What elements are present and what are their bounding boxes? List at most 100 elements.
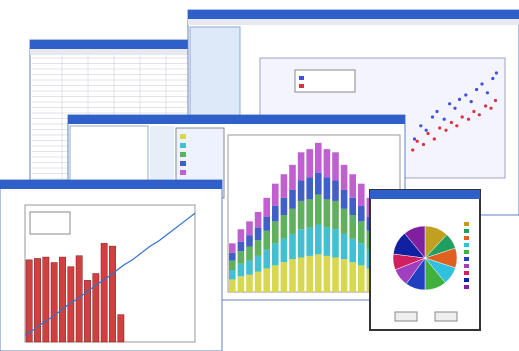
bar-segment [349,215,356,239]
bar-segment [332,229,339,258]
bar-segment [289,189,296,209]
scatter-point [484,104,488,108]
legend-swatch [464,264,469,268]
bar-segment [323,199,331,228]
bar [100,243,108,343]
bar [109,245,116,343]
bar-segment [297,229,305,258]
bar-segment [280,174,288,198]
legend-swatch [464,257,469,261]
scatter-point [457,97,462,101]
bar-segment [332,152,339,181]
legend-swatch [464,285,469,289]
legend-swatch [464,229,469,233]
bar-segment [229,260,236,271]
bar-segment [237,229,245,242]
bar-segment [237,263,245,277]
scatter-point [475,87,479,92]
button[interactable] [394,311,418,322]
bar-segment [246,235,253,247]
scatter-point [466,117,471,121]
bar-segment [280,262,288,292]
bar-segment [280,215,288,239]
bar-segment [332,180,339,201]
scatter-point [415,139,419,143]
bar-segment [349,197,356,216]
bar-segment [297,200,305,230]
bar-segment [349,174,356,198]
scatter-point [411,148,415,152]
bar-segment [229,243,236,253]
legend-swatch [464,236,469,240]
bar-segment [340,208,348,234]
bar [67,266,75,343]
scatter-point [489,106,493,110]
legend-swatch [180,170,186,175]
scatter-point [448,102,452,106]
scatter-point [419,124,423,128]
scatter-point [460,115,464,119]
bar [42,256,50,343]
legend-swatch [180,152,186,157]
bar-segment [263,249,270,269]
bar-segment [332,257,339,292]
bar-segment [263,268,270,292]
button[interactable] [434,311,458,322]
scatter-point [412,137,417,141]
legend-swatch [464,278,469,282]
bar-segment [349,262,356,292]
bar [117,314,125,343]
scatter-point [491,76,495,81]
legend-swatch [464,250,469,254]
bar-segment [254,211,262,228]
scatter-point [455,124,459,128]
scatter-point [453,106,457,110]
bar-segment [297,180,305,201]
bar-segment [272,183,279,206]
bar-segment [229,252,236,261]
bar [50,262,58,343]
scatter-point [493,98,498,103]
scatter-point [464,93,468,97]
bar-segment [306,177,313,200]
bar-segment [246,246,253,261]
scatter-point [442,117,446,121]
bar-segment [272,265,279,292]
bar-segment [358,221,365,244]
bar-segment [229,279,236,292]
legend-swatch [180,134,186,139]
scatter-point [430,115,435,119]
bar-segment [306,149,313,178]
bar-segment [297,257,305,292]
bar-segment [246,274,253,292]
bar-segment [315,194,322,225]
bar-window [0,179,223,351]
bar-segment [340,189,348,209]
bar-segment [246,221,253,236]
scatter-point [438,126,442,130]
bar [59,256,66,343]
legend-swatch [180,161,186,166]
bar-segment [358,183,365,206]
legend-swatch [180,143,186,148]
bar-segment [263,197,270,217]
bar-segment [315,172,322,195]
scatter-point [421,142,426,147]
scatter-point [449,120,453,125]
bar-segment [340,233,348,260]
bar [75,255,83,343]
bar-segment [315,224,322,255]
scatter-point [494,71,498,75]
bar-segment [297,152,305,181]
bar-segment [306,199,313,228]
bar-segment [280,238,288,263]
bar-segment [340,164,348,190]
bar-segment [289,233,296,260]
bar [92,273,100,343]
bar-segment [306,227,313,256]
bar [25,259,33,343]
bar-segment [263,216,270,231]
scatter-point [426,131,430,136]
bar-segment [272,221,279,244]
